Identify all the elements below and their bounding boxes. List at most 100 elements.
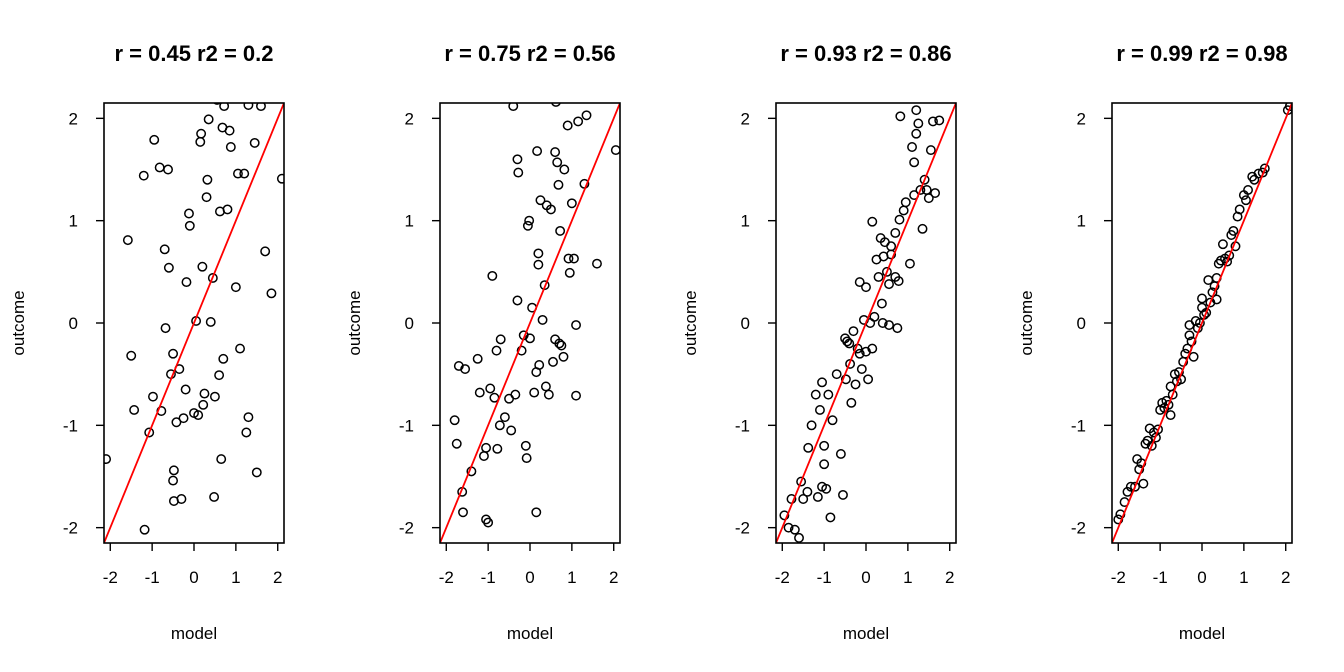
y-tick-label: -1 xyxy=(399,416,414,435)
data-point xyxy=(537,314,548,325)
data-point xyxy=(921,185,932,195)
data-point xyxy=(520,440,531,451)
data-point xyxy=(566,198,577,209)
panel-2: r = 0.75 r2 = 0.56 model outcome -2 -1 0 1 2 -2 -… xyxy=(345,41,621,643)
x-tick-label: 2 xyxy=(609,568,618,587)
data-point xyxy=(895,111,906,122)
data-point xyxy=(1163,399,1174,410)
x-tick-label: 0 xyxy=(861,568,870,587)
data-point xyxy=(815,405,825,415)
data-point xyxy=(854,348,865,359)
panel-title: r = 0.75 r2 = 0.56 xyxy=(444,41,615,66)
data-point xyxy=(513,167,524,178)
plot-frame xyxy=(439,102,621,544)
data-point xyxy=(900,197,911,208)
data-point xyxy=(184,220,195,231)
data-point xyxy=(564,267,575,278)
x-tick-label: 1 xyxy=(231,568,240,587)
data-point xyxy=(917,223,928,234)
data-point xyxy=(894,214,905,225)
x-tick-label: 2 xyxy=(273,568,282,587)
data-point xyxy=(534,360,545,370)
data-point xyxy=(491,345,502,356)
y-tick-label: 0 xyxy=(69,314,78,333)
data-point xyxy=(474,387,485,398)
data-point xyxy=(573,116,584,127)
data-point xyxy=(184,208,194,219)
data-point xyxy=(831,369,842,380)
data-point xyxy=(521,453,532,464)
data-point xyxy=(540,381,551,392)
data-point xyxy=(159,244,170,255)
data-point xyxy=(848,326,859,337)
data-point xyxy=(139,524,150,535)
data-point xyxy=(225,142,236,152)
y-tick-label: 1 xyxy=(741,212,750,231)
data-point xyxy=(233,168,243,179)
data-point xyxy=(460,364,471,374)
x-tick-label: 2 xyxy=(945,568,954,587)
data-point xyxy=(844,338,855,349)
data-point xyxy=(825,512,836,523)
data-point xyxy=(205,317,216,327)
data-point xyxy=(222,204,233,215)
y-tick-label: 2 xyxy=(741,109,750,128)
data-point xyxy=(898,205,909,216)
data-point xyxy=(915,185,926,195)
data-point xyxy=(492,443,503,454)
data-point xyxy=(819,440,830,451)
y-tick-label: -1 xyxy=(735,416,750,435)
data-point xyxy=(923,193,934,204)
y-tick-label: -1 xyxy=(1071,416,1086,435)
data-point xyxy=(1174,367,1184,378)
data-point xyxy=(197,261,208,272)
data-point xyxy=(867,343,878,354)
panel-1: r = 0.45 r2 = 0.2 model outcome -2 -1 0 1 2 -2 -1… xyxy=(9,41,285,643)
data-point xyxy=(209,492,220,502)
data-point xyxy=(154,162,165,173)
data-point xyxy=(214,370,225,381)
data-point xyxy=(163,262,174,273)
data-point xyxy=(180,384,191,395)
data-point xyxy=(798,494,809,504)
data-point xyxy=(930,188,941,198)
data-point xyxy=(905,258,915,269)
data-point xyxy=(249,137,260,148)
data-point xyxy=(218,353,229,364)
data-point xyxy=(911,128,922,139)
data-point xyxy=(543,389,554,400)
data-point xyxy=(241,427,252,438)
data-point xyxy=(171,417,182,428)
data-point xyxy=(823,389,834,400)
fit-line xyxy=(104,103,284,543)
data-point xyxy=(524,215,535,226)
data-point xyxy=(160,323,171,334)
data-point xyxy=(1228,225,1239,236)
data-point xyxy=(178,413,189,424)
data-point xyxy=(230,282,241,293)
data-point xyxy=(812,492,823,502)
y-tick-label: -2 xyxy=(399,519,414,538)
data-point xyxy=(842,336,853,347)
y-tick-label: 0 xyxy=(1077,314,1086,333)
data-point xyxy=(481,442,491,453)
x-tick-label: 1 xyxy=(903,568,912,587)
y-tick-label: 1 xyxy=(69,212,78,231)
data-point xyxy=(1138,478,1149,489)
data-point xyxy=(203,114,214,125)
data-point xyxy=(181,277,192,288)
data-point xyxy=(512,154,523,165)
data-point xyxy=(1122,486,1133,497)
data-point xyxy=(198,399,209,410)
y-axis-label: outcome xyxy=(1017,290,1036,355)
data-point xyxy=(559,164,570,175)
data-point xyxy=(1130,481,1140,492)
x-axis-label: model xyxy=(843,624,889,643)
data-point xyxy=(803,442,814,453)
panel-title: r = 0.99 r2 = 0.98 xyxy=(1116,41,1287,66)
data-point xyxy=(876,298,887,309)
data-point xyxy=(148,391,158,402)
data-point xyxy=(581,110,592,121)
data-point xyxy=(1217,239,1228,250)
data-point xyxy=(1197,293,1207,304)
